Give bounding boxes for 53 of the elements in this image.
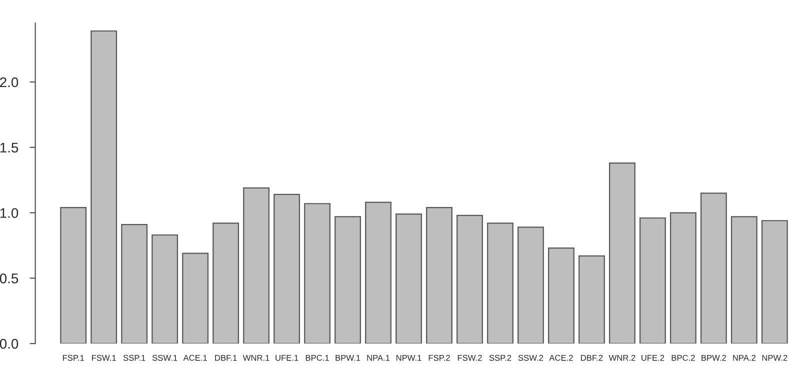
x-tick-label: BPC.1 bbox=[306, 354, 329, 361]
bar bbox=[639, 217, 666, 344]
bar bbox=[700, 192, 727, 344]
bar bbox=[518, 226, 544, 344]
x-tick-label: BPW.1 bbox=[336, 354, 360, 361]
x-tick-label: UFE.2 bbox=[642, 354, 664, 361]
x-tick-label: WNR.1 bbox=[242, 354, 270, 361]
bar bbox=[487, 222, 514, 344]
x-tick-label: SSP.2 bbox=[489, 354, 512, 361]
y-tick-label: 1.0 bbox=[0, 208, 18, 218]
x-tick-label: DBF.2 bbox=[581, 354, 603, 361]
bar bbox=[548, 248, 574, 344]
bar bbox=[304, 203, 330, 344]
bar bbox=[60, 206, 87, 344]
bar bbox=[365, 202, 392, 344]
x-tick-label: SSW.1 bbox=[152, 354, 178, 361]
bar bbox=[274, 194, 300, 344]
bar bbox=[243, 187, 270, 344]
x-tick-label: NPA.2 bbox=[733, 354, 756, 361]
y-tick-label: 0.5 bbox=[0, 273, 18, 284]
bar bbox=[182, 252, 209, 344]
x-tick-label: NPW.1 bbox=[396, 354, 422, 361]
bar bbox=[90, 30, 118, 344]
bar bbox=[578, 255, 605, 344]
bar bbox=[396, 214, 422, 344]
x-tick-label: BPW.2 bbox=[702, 354, 726, 361]
bar bbox=[334, 216, 361, 344]
x-tick-label: FSP.2 bbox=[428, 354, 450, 361]
bar bbox=[608, 162, 636, 344]
x-tick-label: ACE.1 bbox=[183, 354, 207, 361]
bar bbox=[670, 212, 696, 344]
bar bbox=[152, 234, 178, 344]
x-tick-label: NPW.2 bbox=[762, 354, 788, 361]
y-tick-label: 1.5 bbox=[0, 142, 18, 153]
x-tick-label: SSP.1 bbox=[123, 354, 146, 361]
y-tick-label: 0.0 bbox=[0, 338, 18, 349]
x-tick-label: ACE.2 bbox=[549, 354, 573, 361]
bar bbox=[212, 222, 240, 344]
bar bbox=[730, 216, 758, 344]
x-tick-label: BPC.2 bbox=[672, 354, 695, 361]
x-tick-label: WNR.2 bbox=[608, 354, 636, 361]
bar bbox=[456, 214, 483, 344]
y-tick-label: 2.0 bbox=[0, 77, 18, 88]
x-tick-label: UFE.1 bbox=[276, 354, 298, 361]
x-tick-label: FSW.1 bbox=[92, 354, 116, 361]
x-tick-label: NPA.1 bbox=[367, 354, 390, 361]
x-tick-label: SSW.2 bbox=[518, 354, 544, 361]
bar bbox=[121, 224, 148, 344]
x-tick-label: FSP.1 bbox=[62, 354, 84, 361]
x-tick-label: FSW.2 bbox=[458, 354, 482, 361]
bar bbox=[761, 220, 788, 344]
x-tick-label: DBF.1 bbox=[215, 354, 237, 361]
bar bbox=[426, 206, 452, 344]
